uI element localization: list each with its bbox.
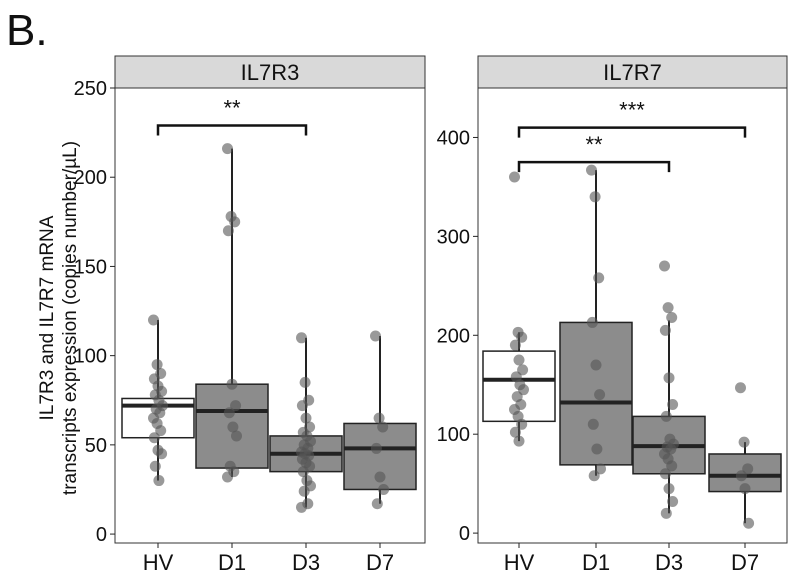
data-point — [659, 324, 671, 336]
data-point — [155, 425, 167, 437]
y-axis-title: IL7R3 and IL7R7 mRNA transcripts express… — [37, 141, 81, 495]
data-point — [374, 471, 386, 483]
facet-title: IL7R3 — [241, 60, 300, 85]
data-point — [594, 389, 606, 401]
y-tick-label: 150 — [74, 256, 107, 278]
data-point — [509, 339, 521, 351]
data-point — [378, 483, 390, 495]
data-point — [151, 359, 163, 371]
data-point — [735, 470, 747, 482]
data-point — [659, 260, 670, 272]
data-point — [586, 164, 597, 176]
data-point — [227, 421, 239, 433]
data-point — [662, 302, 674, 314]
data-point — [370, 330, 381, 342]
data-point — [297, 466, 309, 478]
data-point — [666, 311, 678, 323]
x-tick-label: D1 — [218, 550, 246, 575]
data-point — [377, 421, 389, 433]
data-point — [593, 272, 605, 284]
data-point — [587, 418, 599, 430]
data-point — [516, 331, 528, 343]
data-point — [590, 359, 602, 371]
data-point — [222, 225, 234, 237]
data-point — [153, 475, 165, 487]
data-point — [666, 460, 678, 472]
panel-label: B. — [6, 6, 48, 55]
data-point — [509, 171, 520, 183]
facet-title: IL7R7 — [603, 60, 662, 85]
data-point — [231, 430, 242, 442]
data-point — [738, 436, 750, 448]
data-point — [371, 498, 383, 510]
data-point — [373, 412, 385, 424]
x-tick-label: D7 — [366, 550, 394, 575]
y-tick-label: 0 — [459, 523, 470, 545]
x-tick-label: D1 — [582, 550, 610, 575]
data-point — [149, 460, 161, 472]
data-point — [148, 314, 159, 326]
data-point — [589, 191, 601, 203]
y-tick-label: 300 — [437, 226, 470, 248]
data-point — [513, 435, 525, 447]
data-point — [516, 418, 528, 430]
data-point — [660, 507, 672, 519]
data-point — [222, 143, 233, 155]
significance-bracket — [156, 124, 308, 136]
significance-label: *** — [619, 98, 645, 123]
y-tick-label: 400 — [437, 127, 470, 149]
significance-label: ** — [223, 95, 241, 120]
significance-label: ** — [585, 132, 603, 157]
data-point — [667, 399, 679, 411]
y-tick-label: 100 — [437, 424, 470, 446]
x-tick-label: HV — [504, 550, 535, 575]
panel-il7r3: IL7R3 0 50 100 150 200 250 HV D1 D3 D7 ** — [74, 55, 426, 575]
data-point — [370, 442, 382, 454]
y-tick-label: 0 — [96, 524, 107, 546]
y-tick-label: 50 — [85, 435, 107, 457]
y-tick-label: 100 — [74, 346, 107, 368]
y-tick-label: 200 — [437, 325, 470, 347]
data-point — [663, 483, 675, 495]
data-point — [735, 382, 746, 394]
data-point — [660, 410, 672, 422]
y-axis-title-line-1: IL7R3 and IL7R7 mRNA — [37, 215, 58, 420]
significance-bracket — [517, 160, 671, 173]
data-point — [223, 407, 235, 419]
data-point — [743, 517, 755, 529]
data-point — [156, 448, 168, 460]
data-point — [299, 376, 311, 388]
data-point — [586, 316, 598, 328]
y-axis-title-line-2: transcripts expression (copies number/µL… — [60, 141, 81, 495]
data-point — [148, 432, 160, 444]
data-point — [591, 443, 603, 455]
data-point — [300, 412, 312, 424]
data-point — [222, 471, 233, 483]
data-point — [229, 216, 241, 228]
y-tick-label: 200 — [74, 167, 107, 189]
data-point — [230, 400, 242, 412]
data-point — [663, 372, 675, 384]
data-point — [296, 332, 307, 344]
data-point — [588, 470, 600, 482]
data-point — [296, 400, 308, 412]
data-point — [659, 468, 671, 480]
data-point — [739, 483, 751, 495]
x-tick-label: D3 — [292, 550, 320, 575]
significance-bracket — [517, 126, 747, 138]
data-point — [298, 485, 310, 497]
data-point — [296, 501, 307, 513]
data-point — [509, 426, 521, 438]
data-point — [667, 495, 679, 507]
x-tick-label: D3 — [655, 550, 683, 575]
data-point — [513, 354, 525, 366]
y-tick-label: 250 — [74, 78, 107, 100]
facet-strip — [114, 55, 426, 89]
x-tick-label: HV — [143, 550, 174, 575]
data-point — [226, 378, 238, 390]
x-tick-label: D7 — [731, 550, 759, 575]
